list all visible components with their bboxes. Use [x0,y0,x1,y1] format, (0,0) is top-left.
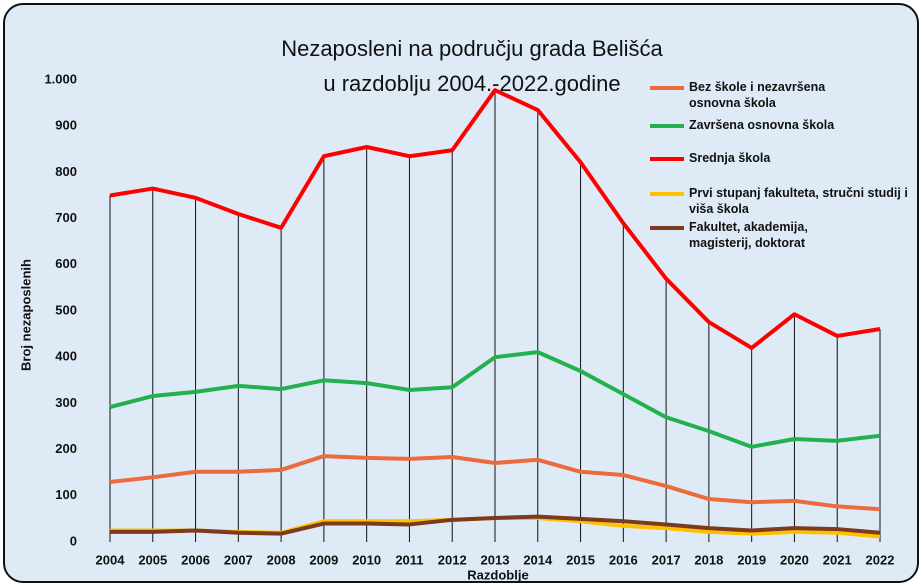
x-tick-label: 2021 [823,552,852,567]
x-tick-label: 2007 [224,552,253,567]
y-tick-label: 100 [55,487,77,502]
y-tick-label: 400 [55,349,77,364]
legend-item: Bez škole i nezavršena osnovna škola [650,79,915,111]
legend-label: Prvi stupanj fakulteta, stručni studij i… [689,186,908,216]
legend-item: Završena osnovna škola [650,117,915,133]
y-tick-label: 500 [55,302,77,317]
series-line [109,454,881,512]
series-line [109,88,881,350]
legend-swatch [650,86,684,90]
x-tick-label: 2014 [523,552,553,567]
x-tick-label: 2010 [352,552,381,567]
x-tick-label: 2020 [780,552,809,567]
x-tick-label: 2005 [138,552,167,567]
chart: Nezaposleni na području grada Belišća u … [18,36,895,581]
x-tick-label: 2008 [267,552,296,567]
chart-title: u razdoblju 2004.-2022.godine [323,71,620,96]
x-tick-label: 2016 [609,552,638,567]
legend-swatch [650,124,684,128]
x-tick-label: 2006 [181,552,210,567]
y-tick-label: 900 [55,118,77,133]
y-axis-label: Broj nezaposlenih [18,259,33,371]
series-line [109,350,881,449]
x-tick-label: 2009 [309,552,338,567]
legend-label: Srednja škola [689,151,771,165]
y-tick-label: 800 [55,164,77,179]
y-tick-label: 300 [55,395,77,410]
x-tick-label: 2013 [481,552,510,567]
y-tick-label: 600 [55,256,77,271]
y-tick-label: 1.000 [44,71,77,86]
legend-label: Fakultet, akademija, magisterij, doktora… [689,220,808,250]
x-axis-label: Razdoblje [467,567,528,581]
legend-label: Završena osnovna škola [689,118,835,132]
y-tick-label: 700 [55,210,77,225]
legend-item: Fakultet, akademija, magisterij, doktora… [650,219,915,251]
y-tick-label: 0 [70,533,77,548]
x-tick-label: 2019 [737,552,766,567]
legend-swatch [650,192,684,196]
x-tick-label: 2011 [395,552,423,567]
x-tick-label: 2017 [652,552,681,567]
legend-swatch [650,157,684,161]
legend: Bez škole i nezavršena osnovna škola Zavr… [650,79,915,251]
x-tick-label: 2004 [96,552,126,567]
chart-frame: Nezaposleni na području grada Belišća u … [3,3,919,583]
legend-item: Prvi stupanj fakulteta, stručni studij i… [650,185,915,217]
x-tick-label: 2015 [566,552,595,567]
legend-swatch [650,226,684,230]
legend-label: Bez škole i nezavršena osnovna škola [689,80,826,110]
series-line [110,514,881,536]
y-tick-label: 200 [55,441,77,456]
x-tick-label: 2022 [866,552,895,567]
x-tick-label: 2018 [694,552,723,567]
legend-item: Srednja škola [650,150,915,166]
chart-title: Nezaposleni na području grada Belišća [281,36,663,61]
x-tick-label: 2012 [438,552,467,567]
